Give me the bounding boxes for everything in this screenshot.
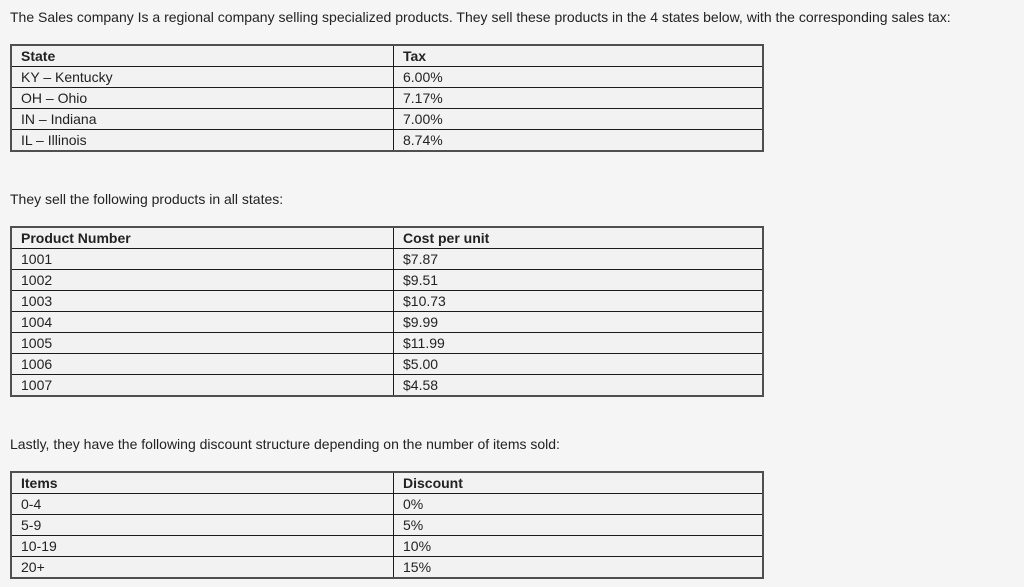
table-cell: 1003: [10, 290, 394, 312]
table-cell: $10.73: [393, 290, 764, 312]
table-row: 1001 $7.87: [10, 248, 764, 270]
products-intro-text: They sell the following products in all …: [10, 191, 284, 207]
table-row: 0-4 0%: [10, 493, 764, 515]
column-header: Items: [10, 471, 394, 494]
table-cell: 5-9: [10, 514, 394, 536]
table-row: 1005 $11.99: [10, 332, 764, 354]
column-header: State: [10, 44, 394, 67]
table-row: OH – Ohio 7.17%: [10, 87, 764, 109]
state-tax-table: State Tax KY – Kentucky 6.00% OH – Ohio 7.17%…: [10, 44, 764, 152]
table-cell: 0-4: [10, 493, 394, 515]
table-row: 1002 $9.51: [10, 269, 764, 291]
table-cell: 5%: [393, 514, 764, 536]
table-cell: 1006: [10, 353, 394, 375]
table-cell: 1007: [10, 374, 394, 397]
table-cell: 1002: [10, 269, 394, 291]
products-table: Product Number Cost per unit 1001 $7.87 1002…: [10, 226, 764, 397]
table-row: KY – Kentucky 6.00%: [10, 66, 764, 88]
table-row: 5-9 5%: [10, 514, 764, 536]
table-cell: IN – Indiana: [10, 108, 394, 130]
table-row: 20+ 15%: [10, 556, 764, 579]
column-header: Cost per unit: [393, 226, 764, 249]
table-cell: 15%: [393, 556, 764, 579]
table-row: 1004 $9.99: [10, 311, 764, 333]
table-cell: $9.51: [393, 269, 764, 291]
discounts-intro-text: Lastly, they have the following discount…: [10, 436, 560, 452]
table-cell: 7.00%: [393, 108, 764, 130]
table-cell: 1001: [10, 248, 394, 270]
table-cell: 1005: [10, 332, 394, 354]
table-cell: 20+: [10, 556, 394, 579]
table-row: 1007 $4.58: [10, 374, 764, 397]
discounts-table: Items Discount 0-4 0% 5-9 5% 10-19 10% 20+ 15%: [10, 471, 764, 579]
table-cell: KY – Kentucky: [10, 66, 394, 88]
column-header: Product Number: [10, 226, 394, 249]
table-cell: IL – Illinois: [10, 129, 394, 152]
table-header-row: State Tax: [10, 44, 764, 67]
table-cell: 10%: [393, 535, 764, 557]
table-cell: 6.00%: [393, 66, 764, 88]
table-cell: $7.87: [393, 248, 764, 270]
table-cell: OH – Ohio: [10, 87, 394, 109]
table-cell: 0%: [393, 493, 764, 515]
table-header-row: Product Number Cost per unit: [10, 226, 764, 249]
table-cell: 7.17%: [393, 87, 764, 109]
table-row: 10-19 10%: [10, 535, 764, 557]
table-cell: 1004: [10, 311, 394, 333]
table-cell: $4.58: [393, 374, 764, 397]
table-row: 1006 $5.00: [10, 353, 764, 375]
table-cell: $5.00: [393, 353, 764, 375]
table-row: IL – Illinois 8.74%: [10, 129, 764, 152]
table-cell: $9.99: [393, 311, 764, 333]
column-header: Discount: [393, 471, 764, 494]
intro-text: The Sales company Is a regional company …: [10, 9, 951, 25]
table-row: IN – Indiana 7.00%: [10, 108, 764, 130]
table-row: 1003 $10.73: [10, 290, 764, 312]
column-header: Tax: [393, 44, 764, 67]
table-cell: 8.74%: [393, 129, 764, 152]
table-header-row: Items Discount: [10, 471, 764, 494]
table-cell: 10-19: [10, 535, 394, 557]
table-cell: $11.99: [393, 332, 764, 354]
